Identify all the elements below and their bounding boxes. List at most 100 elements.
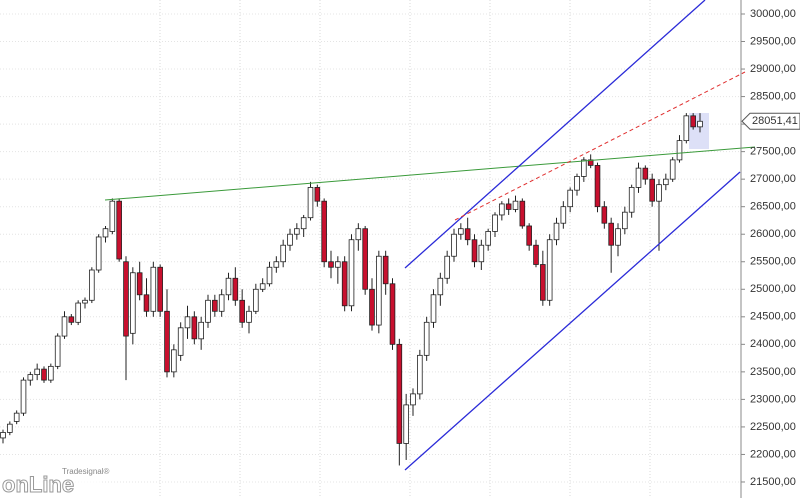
candle-body bbox=[246, 310, 252, 323]
candle-body bbox=[130, 272, 136, 334]
candle-body bbox=[362, 228, 368, 290]
channel-upper bbox=[404, 0, 706, 269]
candle-body bbox=[444, 255, 450, 279]
candle-body bbox=[294, 228, 300, 235]
candle-body bbox=[519, 200, 526, 227]
candle-body bbox=[437, 277, 444, 296]
candle-body bbox=[89, 269, 95, 301]
candle-body bbox=[485, 231, 491, 246]
candle-body bbox=[232, 277, 239, 301]
candle-body bbox=[280, 244, 286, 263]
candle-body bbox=[328, 261, 334, 268]
candle-body bbox=[594, 164, 601, 208]
candle-body bbox=[526, 225, 532, 246]
candle-body bbox=[34, 368, 40, 376]
candle-body bbox=[533, 244, 539, 265]
logo-bg bbox=[0, 466, 100, 498]
candle-body bbox=[615, 228, 621, 246]
candle-body bbox=[177, 327, 184, 356]
candle-body bbox=[0, 432, 6, 439]
y-tick-label: 23000,00 bbox=[750, 393, 796, 405]
y-tick-label: 25000,00 bbox=[750, 283, 796, 295]
candle-body bbox=[669, 159, 676, 180]
candle-body bbox=[82, 299, 88, 304]
y-tick-label: 23500,00 bbox=[750, 366, 796, 378]
candle-body bbox=[499, 203, 505, 216]
candle-body bbox=[54, 335, 61, 367]
vertical-grid bbox=[159, 0, 651, 498]
candle-body bbox=[369, 288, 375, 326]
candle-body bbox=[417, 354, 423, 395]
y-tick-label: 26500,00 bbox=[750, 201, 796, 213]
last-price-label: 28051,41 bbox=[752, 115, 798, 127]
candle-body bbox=[512, 200, 519, 210]
trendline-green bbox=[104, 146, 756, 201]
candle-body bbox=[574, 176, 580, 191]
candle-body bbox=[27, 374, 34, 381]
candle-body bbox=[410, 393, 416, 406]
candles bbox=[0, 113, 703, 466]
channel-lower bbox=[404, 171, 741, 471]
y-tick-label: 27500,00 bbox=[750, 146, 796, 158]
candle-body bbox=[95, 236, 102, 271]
candle-body bbox=[389, 283, 396, 345]
candle-body bbox=[676, 140, 683, 161]
y-tick-label: 29000,00 bbox=[750, 63, 796, 75]
candle-body bbox=[382, 255, 389, 285]
candle-body bbox=[116, 200, 122, 260]
y-tick-label: 27000,00 bbox=[750, 173, 796, 185]
candle-body bbox=[581, 159, 587, 177]
candle-body bbox=[171, 349, 177, 373]
candle-body bbox=[471, 239, 478, 263]
candle-body bbox=[690, 115, 696, 128]
candle-body bbox=[697, 120, 703, 128]
candle-body bbox=[307, 187, 314, 219]
candle-body bbox=[218, 294, 225, 312]
candle-body bbox=[464, 228, 471, 241]
candle-body bbox=[212, 299, 218, 312]
candle-body bbox=[102, 228, 109, 238]
candle-body bbox=[7, 423, 13, 433]
candle-body bbox=[259, 283, 266, 290]
candle-body bbox=[191, 316, 198, 340]
candle-body bbox=[109, 200, 116, 232]
candle-body bbox=[157, 266, 163, 312]
candle-body bbox=[348, 239, 355, 307]
candle-body bbox=[560, 206, 567, 224]
last-price-box bbox=[741, 112, 800, 130]
y-tick-label: 22500,00 bbox=[750, 421, 796, 433]
candle-body bbox=[184, 316, 191, 329]
y-tick-label: 30000,00 bbox=[750, 8, 796, 20]
candle-body bbox=[396, 343, 403, 444]
candle-body bbox=[225, 277, 232, 296]
candle-body bbox=[198, 321, 204, 340]
logo: Tradesignal® onLine bbox=[0, 466, 110, 498]
candle-body bbox=[546, 239, 553, 301]
y-tick-label: 26000,00 bbox=[750, 228, 796, 240]
candle-body bbox=[136, 272, 143, 296]
y-tick-label: 24500,00 bbox=[750, 311, 796, 323]
candle-body bbox=[451, 233, 457, 257]
candle-body bbox=[239, 299, 245, 323]
candle-body bbox=[13, 412, 20, 422]
candle-body bbox=[608, 222, 614, 246]
candle-body bbox=[20, 379, 27, 414]
candle-body bbox=[314, 187, 321, 202]
candle-body bbox=[68, 316, 75, 323]
logo-name: onLine bbox=[2, 472, 74, 497]
candle-body bbox=[321, 200, 327, 263]
candle-body bbox=[642, 167, 649, 180]
candle-body bbox=[628, 187, 635, 213]
candle-body bbox=[635, 167, 642, 188]
candle-body bbox=[458, 228, 464, 235]
candle-body bbox=[253, 288, 259, 312]
y-tick-label: 25500,00 bbox=[750, 256, 796, 268]
candle-body bbox=[61, 316, 68, 337]
logo-brand: Tradesignal® bbox=[62, 467, 110, 476]
candle-body bbox=[423, 321, 430, 356]
trendline-red bbox=[454, 71, 746, 221]
y-tick-label: 21500,00 bbox=[750, 476, 796, 488]
candle-body bbox=[622, 211, 628, 230]
candle-body bbox=[48, 365, 54, 381]
